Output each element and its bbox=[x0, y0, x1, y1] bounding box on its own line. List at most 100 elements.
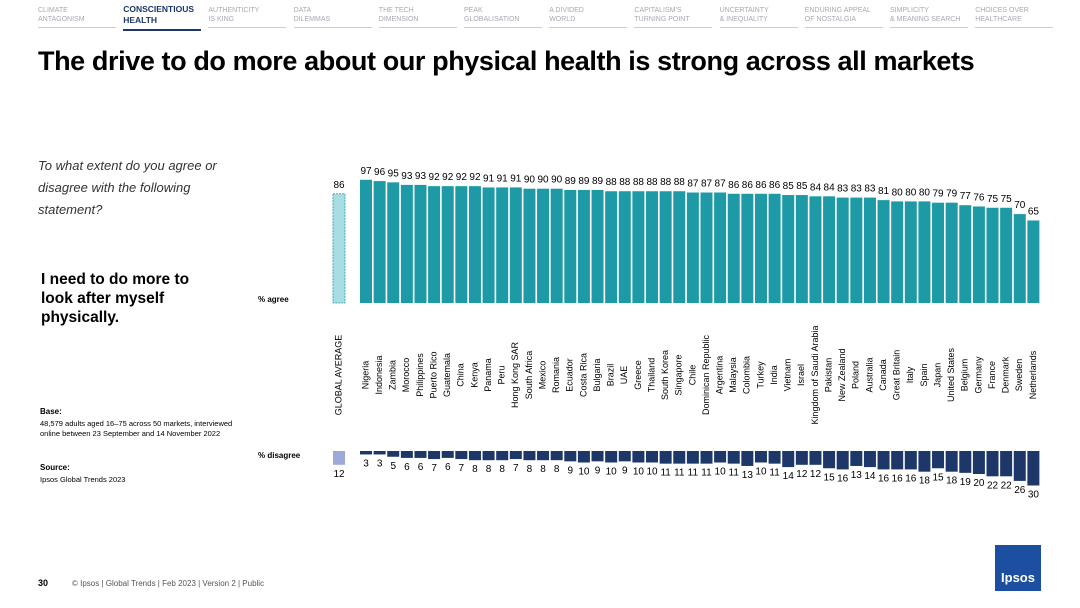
nav-tab-text: THE TECH bbox=[378, 7, 414, 14]
value-label: 86 bbox=[333, 180, 345, 191]
x-tick-label: Argentina bbox=[714, 356, 724, 395]
bar-disagree bbox=[659, 451, 672, 464]
value-label: 85 bbox=[796, 181, 808, 192]
bar-disagree bbox=[741, 451, 754, 466]
bar-agree bbox=[932, 202, 945, 303]
nav-tab[interactable]: CHOICES OVER HEALTHCARE bbox=[975, 6, 1054, 28]
nav-tab[interactable]: DATA DILEMMAS bbox=[293, 6, 372, 28]
value-label: 15 bbox=[932, 472, 944, 483]
value-label: 75 bbox=[987, 194, 999, 205]
value-label: 88 bbox=[606, 177, 618, 188]
bar-disagree bbox=[550, 451, 563, 461]
value-label: 3 bbox=[363, 458, 369, 469]
bar-agree bbox=[1013, 214, 1026, 303]
value-label: 18 bbox=[919, 476, 931, 487]
value-label: 86 bbox=[769, 180, 781, 191]
value-label: 8 bbox=[554, 464, 560, 475]
value-label: 8 bbox=[486, 464, 492, 475]
nav-tab[interactable]: ENDURING APPEAL OF NOSTALGIA bbox=[804, 6, 883, 28]
bar-agree bbox=[754, 193, 767, 303]
x-tick-label: Japan bbox=[932, 363, 942, 388]
bar-disagree bbox=[537, 451, 550, 461]
bar-disagree bbox=[333, 451, 345, 465]
x-tick-label: Brazil bbox=[606, 364, 616, 387]
bar-agree bbox=[441, 186, 454, 303]
bar-agree bbox=[537, 188, 550, 303]
bar-agree bbox=[550, 188, 563, 303]
nav-tab-text: CONSCIENTIOUS bbox=[123, 4, 195, 14]
nav-tab[interactable]: PEAK GLOBALISATION bbox=[464, 6, 542, 28]
bar-agree bbox=[877, 200, 890, 303]
nav-tab[interactable]: UNCERTAINTY & INEQUALITY bbox=[719, 6, 798, 28]
bar-disagree bbox=[932, 451, 945, 469]
x-tick-label: Australia bbox=[864, 357, 874, 392]
bar-disagree bbox=[972, 451, 985, 474]
x-tick-label: Panama bbox=[483, 358, 493, 392]
value-label: 7 bbox=[459, 463, 465, 474]
bar-disagree bbox=[768, 451, 781, 464]
nav-tab-text: CHOICES OVER bbox=[975, 7, 1029, 14]
nav-tab-text: & INEQUALITY bbox=[719, 16, 768, 23]
x-tick-label: Canada bbox=[878, 359, 888, 391]
value-label: 11 bbox=[674, 468, 685, 479]
value-label: 90 bbox=[537, 175, 549, 186]
value-label: 97 bbox=[360, 166, 372, 177]
x-tick-label: South Africa bbox=[524, 351, 534, 400]
value-label: 16 bbox=[892, 473, 904, 484]
footer-text: © Ipsos | Global Trends | Feb 2023 | Ver… bbox=[72, 579, 265, 588]
bar-agree bbox=[972, 206, 985, 303]
bar-disagree bbox=[836, 451, 849, 470]
nav-tab[interactable]: AUTHENTICITY IS KING bbox=[208, 6, 287, 28]
nav-tab[interactable]: CAPITALISM'S TURNING POINT bbox=[634, 6, 713, 28]
bar-disagree bbox=[373, 451, 386, 455]
value-label: 16 bbox=[905, 473, 917, 484]
bar-agree bbox=[700, 192, 713, 303]
bar-agree bbox=[863, 197, 876, 303]
value-label: 79 bbox=[946, 189, 958, 200]
nav-tab-text: HEALTH bbox=[123, 15, 158, 25]
bar-agree bbox=[482, 187, 495, 303]
x-tick-label: Kingdom of Saudi Arabia bbox=[810, 325, 820, 424]
x-tick-label: Ecuador bbox=[565, 358, 575, 392]
value-label: 15 bbox=[824, 472, 836, 483]
legend-label: % disagree bbox=[258, 451, 301, 460]
nav-tab[interactable]: THE TECH DIMENSION bbox=[378, 6, 457, 28]
bar-disagree bbox=[618, 451, 631, 462]
x-tick-label: Italy bbox=[905, 366, 915, 383]
x-tick-label: China bbox=[456, 363, 466, 387]
bar-disagree bbox=[863, 451, 876, 468]
title: The drive to do more about our physical … bbox=[38, 46, 975, 76]
bar-agree bbox=[714, 192, 727, 303]
nav-tab[interactable]: CONSCIENTIOUS HEALTH bbox=[123, 4, 202, 31]
bar-agree bbox=[414, 184, 427, 303]
value-label: 89 bbox=[578, 176, 590, 187]
value-label: 83 bbox=[837, 184, 849, 195]
bar-agree bbox=[605, 191, 618, 303]
nav-tab-text: DILEMMAS bbox=[293, 16, 331, 23]
value-label: 22 bbox=[1001, 480, 1013, 491]
nav-tab[interactable]: SIMPLICITY & MEANING SEARCH bbox=[890, 6, 968, 28]
nav-tab-text: OF NOSTALGIA bbox=[804, 16, 857, 23]
x-tick-label: UAE bbox=[619, 366, 629, 385]
nav-tab[interactable]: CLIMATE ANTAGONISM bbox=[38, 6, 116, 28]
value-label: 89 bbox=[565, 176, 577, 187]
page-number: 30 bbox=[38, 578, 49, 588]
value-label: 96 bbox=[374, 167, 386, 178]
nav-tab[interactable]: A DIVIDED WORLD bbox=[549, 6, 628, 28]
bar-agree bbox=[686, 192, 699, 303]
x-tick-label: Kenya bbox=[469, 362, 479, 388]
value-label: 92 bbox=[456, 172, 468, 183]
value-label: 10 bbox=[606, 467, 618, 478]
value-label: 14 bbox=[783, 471, 795, 482]
bar-disagree bbox=[646, 451, 659, 463]
bar-agree bbox=[591, 189, 604, 303]
value-label: 92 bbox=[442, 172, 454, 183]
value-label: 10 bbox=[578, 467, 590, 478]
bar-disagree bbox=[686, 451, 699, 464]
value-label: 85 bbox=[783, 181, 795, 192]
bar-agree bbox=[741, 193, 754, 303]
value-label: 65 bbox=[1028, 206, 1040, 217]
value-label: 8 bbox=[540, 464, 546, 475]
bar-agree bbox=[400, 184, 413, 303]
